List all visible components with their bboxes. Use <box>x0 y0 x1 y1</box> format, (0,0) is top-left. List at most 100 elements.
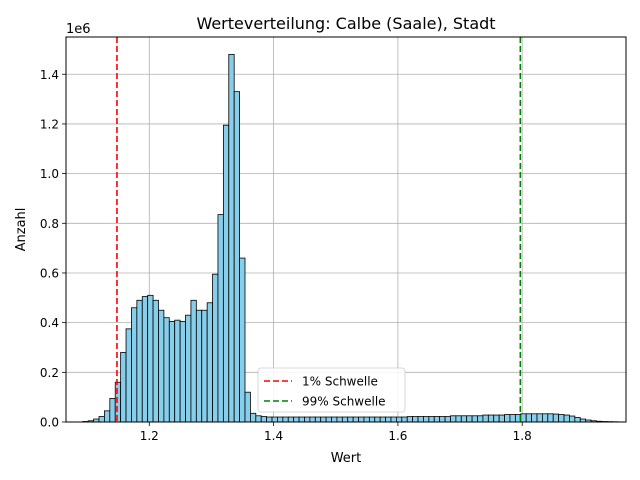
y-tick-label: 0.8 <box>40 217 59 231</box>
histogram-bar <box>104 410 111 423</box>
x-axis-label: Wert <box>331 451 362 466</box>
histogram-bar <box>298 416 305 423</box>
y-tick-label: 1.0 <box>40 167 59 181</box>
histogram-bar <box>498 414 505 423</box>
histogram-bar <box>147 294 154 423</box>
histogram-bar <box>250 412 257 423</box>
histogram-bar <box>152 299 159 423</box>
x-tick-label: 1.8 <box>513 429 532 443</box>
histogram-bar <box>212 273 219 423</box>
histogram-bar <box>455 415 462 423</box>
histogram-bar <box>466 415 473 423</box>
histogram-bar <box>277 416 284 423</box>
histogram-bar <box>482 414 489 423</box>
histogram-bar <box>131 307 138 423</box>
histogram-bar <box>374 416 381 423</box>
histogram-bar <box>401 416 408 423</box>
histogram-bar <box>363 416 370 423</box>
histogram-bar <box>341 416 349 423</box>
histogram-bar <box>520 413 527 423</box>
histogram-bar <box>271 416 278 423</box>
histogram-bar <box>423 416 430 423</box>
histogram-bar <box>120 352 127 423</box>
y-scale-label: 1e6 <box>66 22 91 37</box>
x-axis-ticks: 1.2 1.4 1.6 1.8 <box>140 422 532 443</box>
histogram-bar <box>542 413 549 423</box>
histogram-bar <box>260 416 268 423</box>
histogram-bar <box>569 415 576 423</box>
histogram-bar <box>471 415 478 423</box>
y-tick-label: 0.4 <box>40 316 59 330</box>
histogram-bar <box>293 416 300 423</box>
threshold-lines <box>116 37 522 422</box>
histogram-bar <box>525 413 532 423</box>
histogram-bar <box>185 314 192 423</box>
legend-box <box>257 367 406 413</box>
histogram-bar <box>406 416 414 423</box>
histogram-bar <box>174 319 181 423</box>
histogram-bar <box>98 416 105 423</box>
histogram-bar <box>379 416 386 423</box>
histogram-bar <box>336 416 343 423</box>
histogram-bar <box>433 416 441 423</box>
histogram-bar <box>282 416 289 423</box>
histogram-bar <box>347 416 354 423</box>
histogram-bar <box>331 416 338 423</box>
histogram-bar <box>536 413 543 423</box>
chart-title: Werteverteilung: Calbe (Saale), Stadt <box>196 14 495 33</box>
legend-label: 1% Schwelle <box>302 375 378 389</box>
histogram-bar <box>179 321 186 423</box>
histogram-bar <box>244 391 251 423</box>
x-tick-label: 1.4 <box>264 429 283 443</box>
histogram-bar <box>547 413 554 423</box>
histogram-bar <box>314 416 322 423</box>
histogram-bar <box>304 416 311 423</box>
histogram-bar <box>493 414 500 423</box>
histogram-bar <box>239 257 246 423</box>
histogram-bar <box>325 416 332 423</box>
histogram-bar <box>255 415 262 423</box>
histogram-bar <box>396 416 403 423</box>
histogram-bar <box>136 299 143 423</box>
histogram-bar <box>417 416 424 423</box>
histogram-bar <box>114 381 122 423</box>
histogram-bar <box>201 309 208 423</box>
histogram-bar <box>368 416 376 423</box>
histogram-bar <box>390 416 397 423</box>
plot-frame <box>65 36 627 423</box>
y-tick-label: 0.2 <box>40 366 59 380</box>
y-tick-label: 0.6 <box>40 266 59 280</box>
histogram-bar <box>509 414 516 423</box>
histogram-bar <box>163 317 170 423</box>
y-axis-label: Anzahl <box>14 208 29 252</box>
x-tick-label: 1.6 <box>388 429 407 443</box>
histogram-bar <box>320 416 327 423</box>
histogram-bar <box>233 91 240 423</box>
histogram-bar <box>217 214 224 423</box>
histogram-bar <box>563 414 570 423</box>
histogram-bar <box>558 414 565 423</box>
histogram-bar <box>125 328 132 423</box>
legend-label: 99% Schwelle <box>302 395 386 409</box>
histogram-bar <box>190 299 197 423</box>
histogram-bar <box>385 416 392 423</box>
histogram-bar <box>487 414 495 423</box>
histogram-bar <box>477 415 484 423</box>
histogram-bar <box>439 416 446 423</box>
y-axis-ticks: 0.0 0.2 0.4 0.6 0.8 1.0 1.2 1.4 <box>40 68 66 430</box>
grid-lines <box>66 37 626 423</box>
histogram-bar <box>287 416 295 423</box>
histogram-bar <box>228 53 235 423</box>
histogram-bar <box>195 309 203 423</box>
histogram-bar <box>222 124 230 423</box>
histogram-bar <box>552 413 560 423</box>
y-tick-label: 1.4 <box>40 68 59 82</box>
histogram-bar <box>266 416 273 423</box>
histogram-bar <box>504 414 511 423</box>
histogram-bar <box>109 398 116 423</box>
y-tick-label: 0.0 <box>40 416 59 430</box>
histogram-bar <box>428 416 435 423</box>
histogram-bar <box>531 413 538 423</box>
histogram-bar <box>450 415 457 423</box>
